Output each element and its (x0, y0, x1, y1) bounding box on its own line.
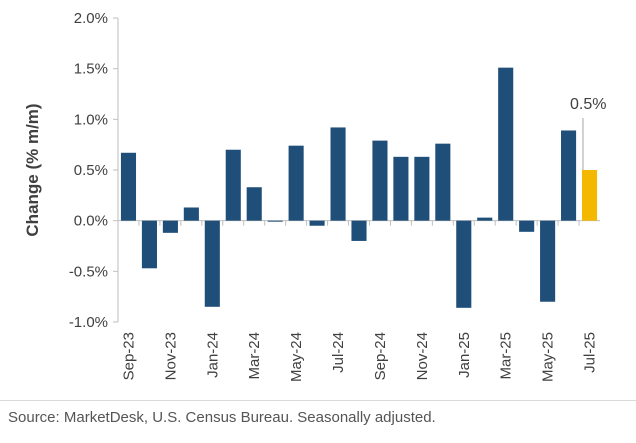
x-tick-label: May-25 (540, 332, 557, 382)
bar-highlight (581, 170, 598, 221)
bar (120, 152, 137, 221)
x-tick-label: Jul-24 (330, 332, 347, 373)
bar (561, 130, 577, 221)
bar (246, 187, 262, 221)
y-tick-label: 2.0% (74, 10, 108, 27)
bar (225, 149, 241, 221)
bar (141, 220, 157, 269)
x-tick-label: Sep-24 (372, 332, 389, 380)
bar (288, 145, 304, 221)
source-note: Source: MarketDesk, U.S. Census Bureau. … (8, 409, 436, 426)
bar (183, 207, 199, 221)
x-tick-label: Nov-23 (162, 332, 179, 380)
bar (540, 220, 556, 302)
x-tick-label: Jan-24 (204, 332, 221, 378)
y-tick-label: 0.5% (74, 162, 108, 179)
bar (162, 220, 178, 233)
x-tick-label: Jul-25 (582, 332, 599, 373)
bar (498, 67, 514, 221)
bar (435, 143, 451, 221)
bar (414, 156, 430, 221)
source-divider (0, 400, 636, 401)
y-tick-label: -1.0% (69, 314, 108, 331)
y-tick-label: 1.5% (74, 61, 108, 78)
bar (519, 220, 535, 232)
y-axis-title: Change (% m/m) (23, 103, 42, 236)
bar (330, 127, 346, 221)
x-tick-label: Mar-24 (246, 332, 263, 380)
x-tick-label: May-24 (288, 332, 305, 382)
y-tick-label: 1.0% (74, 111, 108, 128)
bar (372, 140, 388, 221)
bar (267, 220, 283, 222)
annotation-label: 0.5% (570, 96, 606, 113)
x-tick-label: Jan-25 (456, 332, 473, 378)
y-tick-label: -0.5% (69, 263, 108, 280)
x-tick-label: Mar-25 (498, 332, 515, 380)
bar (477, 217, 493, 221)
bar (456, 220, 472, 308)
bar (393, 156, 409, 221)
x-tick-label: Sep-23 (120, 332, 137, 380)
bar (309, 220, 325, 226)
x-tick-label: Nov-24 (414, 332, 431, 380)
bar (204, 220, 220, 307)
bar (351, 220, 367, 241)
y-tick-label: 0.0% (74, 213, 108, 230)
